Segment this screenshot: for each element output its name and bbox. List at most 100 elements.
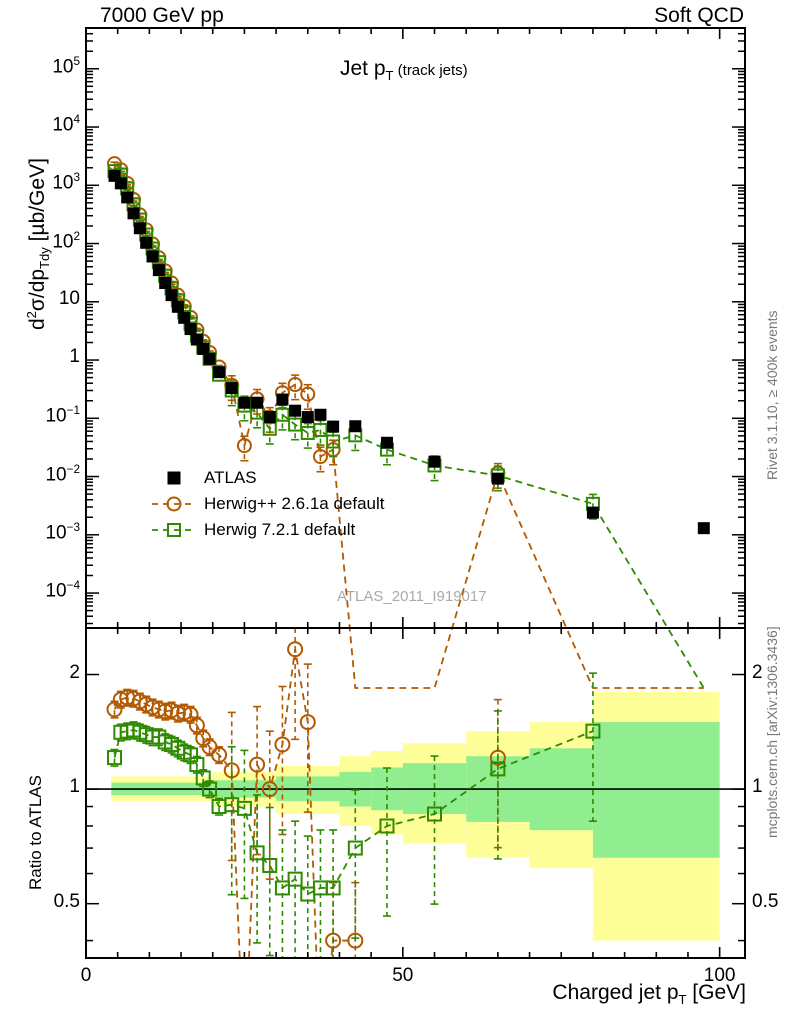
data-marker-square (347, 840, 363, 856)
ratio-tick-label: 0.5 (53, 890, 80, 912)
data-marker-filled-square (349, 420, 362, 433)
y-tick-label: 103 (52, 171, 80, 194)
y-tick-label: 1 (69, 346, 80, 368)
x-axis-label: Charged jet pT [GeV] (552, 981, 746, 1008)
y-tick-label: 10−1 (45, 404, 80, 427)
data-marker-square (326, 434, 341, 449)
y-tick-label: 10 (58, 287, 80, 309)
data-marker-filled-square (178, 311, 191, 324)
data-marker-filled-square (380, 436, 393, 449)
data-marker-circle (211, 746, 228, 763)
data-marker-square (107, 750, 123, 766)
data-marker-square (490, 761, 506, 777)
data-marker-filled-square (114, 177, 127, 190)
series-line-2 (114, 170, 705, 689)
data-marker-filled-square (327, 420, 340, 433)
data-marker-circle (249, 756, 266, 773)
data-marker-circle (299, 714, 316, 731)
ratio-tick-label: 1 (752, 776, 763, 798)
plot-title: Jet pT (track jets) (340, 57, 468, 84)
data-marker-filled-square (159, 277, 172, 290)
data-marker-filled-square (190, 333, 203, 346)
ratio-panel-data (106, 628, 601, 958)
legend-label-2: Herwig 7.2.1 default (204, 520, 356, 539)
data-marker-circle (347, 932, 364, 949)
x-tick-label: 100 (703, 965, 736, 986)
data-marker-filled-square (121, 191, 134, 204)
y-tick-label: 10−4 (45, 579, 80, 602)
data-marker-circle (188, 717, 205, 734)
y-tick-label: 105 (52, 54, 80, 78)
data-marker-square (262, 857, 278, 873)
data-marker-circle (287, 377, 303, 393)
data-marker-filled-square (301, 411, 314, 424)
data-marker-square (275, 407, 290, 422)
data-marker-filled-square (491, 472, 504, 485)
data-marker-circle (300, 386, 316, 402)
data-marker-filled-square (251, 396, 264, 409)
data-marker-filled-square (213, 366, 226, 379)
analysis-id-watermark: ATLAS_2011_I919017 (337, 588, 487, 605)
data-marker-circle (150, 701, 167, 718)
data-marker-square (313, 422, 328, 437)
data-marker-filled-square (152, 264, 165, 277)
ratio-panel-frame (85, 627, 746, 959)
data-marker-square (325, 880, 341, 896)
y-tick-label: 10−3 (45, 520, 80, 544)
data-marker-circle (312, 449, 328, 465)
data-marker-circle (287, 641, 304, 658)
data-marker-square (202, 781, 218, 797)
header-left-label: 7000 GeV pp (100, 4, 224, 27)
data-marker-circle (274, 736, 291, 753)
data-marker-circle (176, 704, 193, 721)
data-marker-filled-square (586, 506, 599, 519)
data-marker-square (167, 523, 181, 537)
data-marker-filled-square (276, 393, 289, 406)
y-tick-label: 10−2 (45, 462, 80, 485)
data-marker-circle (236, 438, 252, 454)
x-tick-label: 0 (80, 965, 92, 986)
data-marker-square (236, 800, 252, 816)
data-marker-circle (261, 781, 278, 798)
main-panel-data (107, 156, 710, 535)
data-marker-filled-square (203, 352, 216, 365)
data-marker-square (287, 871, 303, 887)
data-marker-square (249, 845, 265, 861)
series-line-1 (113, 163, 704, 689)
data-marker-filled-square (184, 323, 197, 336)
header-right-label: Soft QCD (654, 4, 744, 27)
data-marker-filled-square (289, 404, 302, 417)
ratio-tick-label: 2 (752, 661, 763, 683)
data-marker-filled-square (428, 455, 441, 468)
x-tick-label: 50 (392, 965, 414, 986)
data-marker-filled-square (165, 289, 178, 302)
data-marker-filled-square (197, 342, 210, 355)
data-marker-filled-square (140, 236, 153, 249)
ratio-tick-label: 2 (69, 661, 80, 683)
data-marker-filled-square (133, 222, 146, 235)
data-marker-square (288, 417, 303, 432)
data-marker-filled-square (697, 522, 710, 535)
data-marker-square (379, 818, 395, 834)
data-marker-square (585, 723, 601, 739)
legend-label-0: ATLAS (204, 468, 257, 487)
legend-label-1: Herwig++ 2.6.1a default (204, 494, 385, 513)
data-marker-filled-square (167, 471, 181, 485)
data-marker-filled-square (171, 300, 184, 313)
data-marker-square (274, 880, 290, 896)
ratio-tick-label: 1 (69, 776, 80, 798)
data-marker-square (427, 806, 443, 822)
data-marker-filled-square (225, 382, 238, 395)
ratio-band-inner (592, 722, 720, 858)
y-tick-label: 102 (52, 229, 80, 252)
y-tick-label: 104 (52, 113, 80, 136)
data-marker-filled-square (314, 408, 327, 421)
data-marker-filled-square (146, 250, 159, 263)
data-marker-filled-square (127, 207, 140, 220)
data-marker-filled-square (263, 411, 276, 424)
data-marker-circle (166, 496, 182, 512)
data-marker-filled-square (238, 396, 251, 409)
ratio-tick-label: 0.5 (752, 890, 779, 912)
